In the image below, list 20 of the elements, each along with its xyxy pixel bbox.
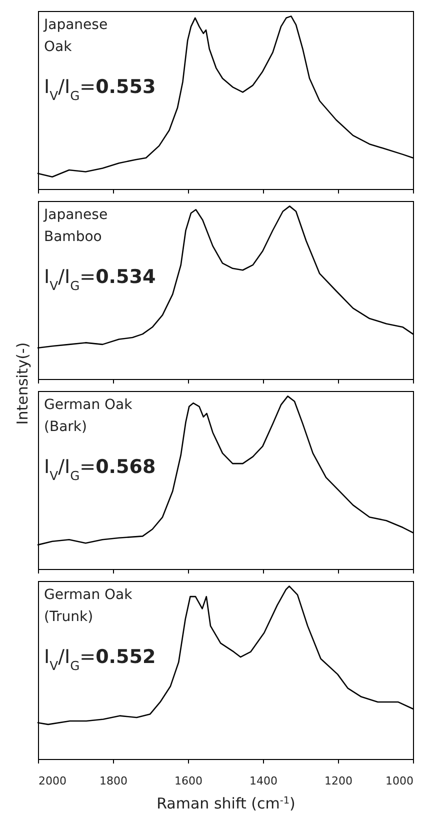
x-tick-label: 1400 (250, 774, 278, 788)
annotation: (Trunk) (44, 609, 94, 625)
annotation: I$_{V}$/I$_{G}$=0.552 (44, 646, 156, 673)
annotation: (Bark) (44, 419, 87, 435)
x-axis-title: Raman shift (cm$^{-1}$) (156, 794, 296, 812)
annotation: I$_{V}$/I$_{G}$=0.534 (44, 266, 156, 293)
annotation: Bamboo (44, 229, 102, 245)
x-tick-label: 1600 (174, 774, 202, 788)
annotation: Oak (44, 39, 73, 55)
x-tick-label: 2000 (38, 774, 66, 788)
annotation: Japanese (43, 207, 108, 223)
annotation: I$_{V}$/I$_{G}$=0.568 (44, 456, 156, 483)
annotation: I$_{V}$/I$_{G}$=0.553 (44, 76, 156, 103)
annotation: German Oak (44, 587, 134, 603)
x-tick-label: 1200 (324, 774, 352, 788)
x-tick-label: 1800 (100, 774, 128, 788)
x-tick-label: 1000 (386, 774, 414, 788)
y-axis-title: Intensity(-) (14, 342, 32, 425)
annotation: German Oak (44, 397, 134, 413)
annotation: Japanese (43, 17, 108, 33)
